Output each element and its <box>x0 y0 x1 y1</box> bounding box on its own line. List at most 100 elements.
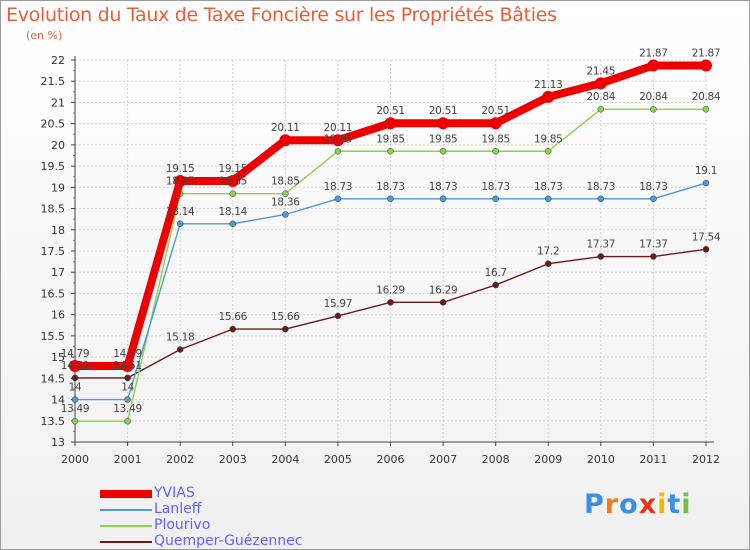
data-label: 18.14 <box>218 206 247 218</box>
data-point <box>331 134 344 147</box>
data-point <box>229 220 236 228</box>
y-tick-label: 15 <box>51 351 65 364</box>
data-point <box>702 246 710 253</box>
x-tick-label: 2006 <box>377 453 405 466</box>
logo-letter: t <box>667 489 682 520</box>
x-tick-label: 2012 <box>692 453 720 466</box>
legend-swatch-plourivo <box>100 525 152 527</box>
y-tick-label: 16.5 <box>41 287 66 300</box>
logo-letter: i <box>657 489 668 520</box>
data-label: 19.15 <box>218 163 247 175</box>
data-point <box>124 396 131 403</box>
data-label: 16.7 <box>485 267 507 279</box>
x-tick-label: 2007 <box>429 453 457 466</box>
y-tick-label: 21 <box>51 96 65 109</box>
data-point <box>545 195 552 203</box>
data-label: 19.85 <box>376 133 405 145</box>
data-point <box>124 417 131 425</box>
data-label: 18.73 <box>324 181 353 193</box>
data-label: 21.87 <box>692 48 721 60</box>
data-point <box>279 134 292 147</box>
y-tick-label: 13 <box>51 436 65 449</box>
data-label: 14 <box>69 382 82 394</box>
data-point <box>229 325 236 333</box>
legend-label: Plourivo <box>154 517 211 533</box>
data-label: 18.85 <box>218 176 247 188</box>
y-tick-label: 17.5 <box>41 245 66 258</box>
data-point <box>437 117 450 130</box>
y-tick-label: 19.5 <box>41 160 66 173</box>
data-point <box>594 77 607 90</box>
legend-swatch-yvias <box>100 490 152 498</box>
legend-item: YVIAS <box>100 485 360 502</box>
data-label: 18.85 <box>166 176 195 188</box>
data-point <box>174 174 187 187</box>
data-label: 20.51 <box>429 105 458 117</box>
x-tick-label: 2004 <box>271 453 299 466</box>
chart-legend: YVIAS Lanleff Plourivo Quemper-Guézennec <box>100 485 360 550</box>
data-point <box>124 374 131 382</box>
data-point <box>229 190 236 197</box>
data-point <box>71 374 79 382</box>
legend-item: Quemper-Guézennec <box>100 533 360 550</box>
data-point <box>700 59 712 72</box>
x-tick-label: 2000 <box>61 453 89 466</box>
logo-letter: r <box>604 489 620 520</box>
y-tick-label: 16 <box>51 309 65 322</box>
data-label: 18.73 <box>534 181 563 193</box>
data-label: 20.11 <box>324 122 353 134</box>
chart-series <box>69 59 712 425</box>
logo-letter: P <box>584 489 605 520</box>
data-label: 21.45 <box>587 65 616 77</box>
data-label: 13.49 <box>113 403 142 415</box>
data-point <box>545 260 552 267</box>
data-point <box>597 253 605 260</box>
data-point <box>702 179 710 187</box>
data-point <box>439 195 447 203</box>
legend-label: Quemper-Guézennec <box>154 533 303 549</box>
data-label: 15.66 <box>271 311 300 323</box>
data-label: 20.84 <box>692 91 721 103</box>
logo-letter: x <box>638 489 658 520</box>
y-tick-label: 21.5 <box>41 75 66 88</box>
data-point <box>387 195 394 203</box>
data-point <box>121 360 134 373</box>
data-point <box>387 299 394 306</box>
data-point <box>597 195 605 203</box>
data-point <box>176 220 184 228</box>
x-tick-label: 2002 <box>166 453 194 466</box>
data-label: 19.1 <box>695 165 717 177</box>
legend-swatch-lanleff <box>100 509 152 511</box>
x-tick-label: 2010 <box>587 453 615 466</box>
data-point <box>439 148 447 155</box>
y-tick-label: 17 <box>51 266 65 279</box>
data-label: 16.29 <box>376 284 405 296</box>
data-point <box>226 174 239 187</box>
logo-letter: i <box>681 489 692 520</box>
y-tick-label: 22 <box>51 54 65 67</box>
data-label: 18.73 <box>376 181 405 193</box>
legend-item: Lanleff <box>100 501 360 518</box>
data-point <box>492 195 499 203</box>
data-label: 21.13 <box>534 79 563 91</box>
data-label: 13.49 <box>61 403 90 415</box>
data-label: 17.2 <box>537 246 559 258</box>
data-label: 14 <box>121 382 134 394</box>
legend-item: Plourivo <box>100 517 360 534</box>
y-tick-label: 18.5 <box>41 203 66 216</box>
legend-swatch-quemper <box>100 541 152 543</box>
y-tick-label: 20.5 <box>41 118 66 131</box>
data-label: 20.11 <box>271 122 300 134</box>
data-label: 18.85 <box>271 176 300 188</box>
data-label: 21.87 <box>639 48 668 60</box>
data-label: 17.37 <box>639 239 668 251</box>
data-point <box>71 417 79 425</box>
data-point <box>71 396 79 403</box>
proxiti-logo: Proxiti <box>584 489 692 520</box>
chart-data-labels: 14.51 14.51 15.18 15.66 15.66 15.97 16.29 16.29… <box>61 48 721 416</box>
data-point <box>334 195 342 203</box>
data-point <box>334 148 342 155</box>
data-point <box>650 195 657 203</box>
data-label: 14.51 <box>113 360 142 372</box>
